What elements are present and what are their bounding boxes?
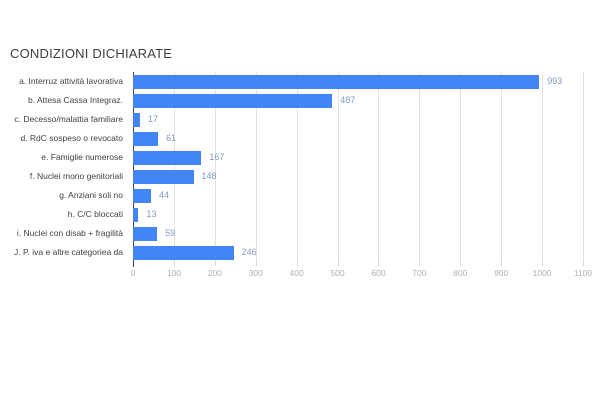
axis-tick bbox=[337, 262, 339, 266]
bar bbox=[133, 74, 540, 89]
axis-tick bbox=[583, 262, 584, 266]
axis-tick bbox=[460, 262, 462, 266]
bar bbox=[133, 207, 139, 222]
x-axis-tick-label: 100 bbox=[166, 268, 181, 278]
gridline bbox=[214, 72, 216, 262]
category-label: g. Anziani soli no bbox=[59, 190, 123, 200]
category-label: h. C/C bloccati bbox=[67, 209, 123, 219]
bar-value-label: 167 bbox=[209, 152, 225, 162]
x-axis-tick-label: 500 bbox=[330, 268, 345, 278]
gridline bbox=[460, 72, 462, 262]
bar bbox=[133, 131, 158, 146]
bar bbox=[133, 245, 234, 260]
bar-value-label: 148 bbox=[201, 171, 217, 181]
x-axis-tick-label: 900 bbox=[494, 268, 509, 278]
category-axis: a. Interruz attività lavorativa b. Attesa… bbox=[0, 72, 128, 262]
axis-tick bbox=[133, 262, 134, 267]
category-label: d. RdC sospeso o revocato bbox=[20, 133, 123, 143]
category-label: a. Interruz attività lavorativa bbox=[19, 76, 123, 86]
category-label: f. Nuclei mono genitoriali bbox=[29, 171, 123, 181]
gridline bbox=[255, 72, 257, 262]
axis-tick bbox=[173, 262, 175, 266]
plot-area: 993 487 17 61 167 148 44 13 59 246 bbox=[133, 72, 584, 262]
x-axis-tick-label: 400 bbox=[289, 268, 304, 278]
axis-tick bbox=[542, 262, 544, 266]
x-axis-tick-label: 300 bbox=[248, 268, 263, 278]
bar-value-label: 59 bbox=[165, 228, 176, 238]
x-axis-tick-label: 0 bbox=[130, 268, 136, 278]
x-axis-tick-label: 200 bbox=[207, 268, 222, 278]
gridline bbox=[419, 72, 421, 262]
axis-tick bbox=[501, 262, 503, 266]
bar bbox=[133, 93, 333, 108]
x-axis-tick-label: 800 bbox=[453, 268, 468, 278]
x-axis-tick-label: 700 bbox=[412, 268, 427, 278]
category-label: i. Nuclei con disab + fragilità bbox=[16, 228, 123, 238]
bar-value-label: 246 bbox=[241, 247, 257, 257]
axis-tick bbox=[378, 262, 380, 266]
bar bbox=[133, 188, 151, 203]
category-label: b. Attesa Cassa Integraz. bbox=[28, 95, 123, 105]
bar bbox=[133, 226, 158, 241]
axis-tick bbox=[255, 262, 257, 266]
axis-tick bbox=[296, 262, 298, 266]
gridline bbox=[296, 72, 298, 262]
category-label: J. P. iva e altre categoriea da bbox=[14, 247, 123, 257]
bar-value-label: 61 bbox=[165, 133, 176, 143]
gridline bbox=[542, 72, 544, 262]
gridline bbox=[501, 72, 503, 262]
gridline bbox=[583, 72, 584, 262]
bar-value-label: 17 bbox=[147, 114, 158, 124]
axis-baseline bbox=[133, 72, 134, 262]
bar-value-label: 44 bbox=[159, 190, 170, 200]
bar bbox=[133, 112, 140, 127]
gridline bbox=[173, 72, 175, 262]
axis-tick bbox=[419, 262, 421, 266]
bar-value-label: 13 bbox=[146, 209, 157, 219]
bar bbox=[133, 169, 194, 184]
x-axis-tick-label: 600 bbox=[371, 268, 386, 278]
x-axis-tick-label: 1000 bbox=[532, 268, 552, 278]
gridline bbox=[378, 72, 380, 262]
category-label: c. Decesso/malattia familiare bbox=[14, 114, 123, 124]
gridline bbox=[337, 72, 339, 262]
axis-tick bbox=[214, 262, 216, 266]
chart-title: CONDIZIONI DICHIARATE bbox=[10, 46, 173, 61]
x-axis-tick-label: 1100 bbox=[573, 268, 593, 278]
category-label: e. Famiglie numerose bbox=[41, 152, 123, 162]
bar-value-label: 487 bbox=[340, 95, 356, 105]
bar bbox=[133, 150, 202, 165]
bar-value-label: 993 bbox=[547, 76, 563, 86]
